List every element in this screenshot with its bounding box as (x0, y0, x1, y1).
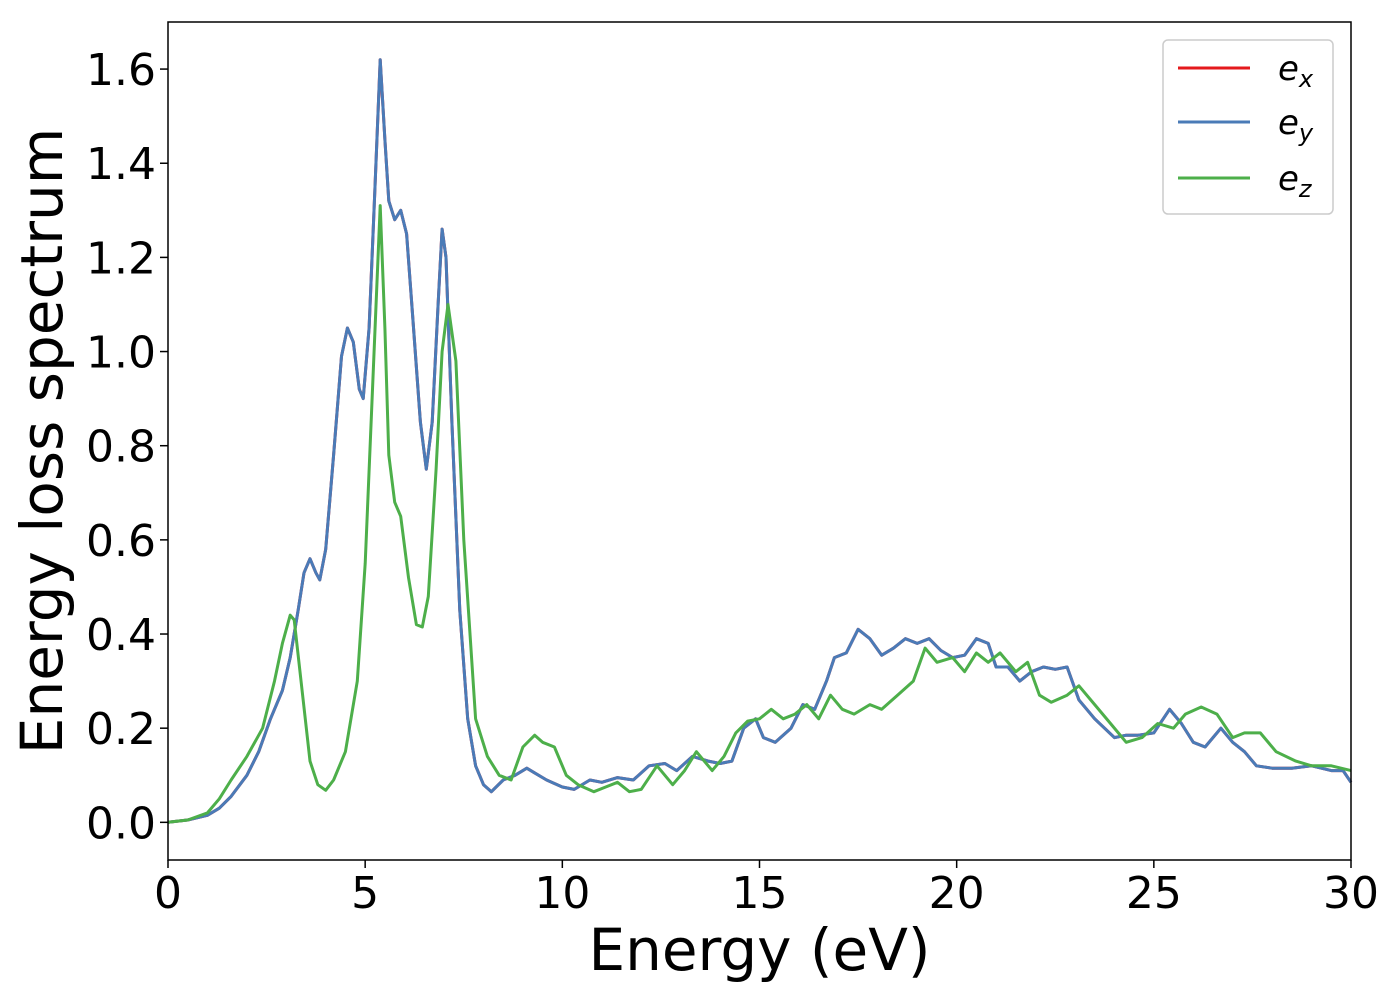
y-tick-label: 0.0 (86, 798, 156, 849)
legend-label-e-x-sub: x (1298, 65, 1314, 93)
legend-label-e-z: ez (1278, 159, 1313, 203)
x-tick-label: 10 (534, 868, 590, 919)
legend-label-e-z-base: e (1278, 159, 1299, 199)
x-tick-label: 25 (1126, 868, 1182, 919)
legend-label-e-y: ey (1278, 103, 1314, 147)
x-axis-label: Energy (eV) (588, 916, 930, 984)
legend-label-e-x: ex (1278, 49, 1314, 93)
legend-label-e-x-base: e (1278, 49, 1299, 89)
y-axis-label: Energy loss spectrum (8, 128, 76, 754)
y-tick-label: 1.0 (86, 328, 156, 379)
y-tick-label: 1.6 (86, 45, 156, 96)
legend-label-e-y-sub: y (1298, 119, 1314, 147)
x-axis-ticks: 0 5 10 15 20 25 30 (154, 860, 1379, 919)
x-tick-label: 5 (351, 868, 379, 919)
y-tick-label: 1.4 (86, 139, 156, 190)
y-tick-label: 0.4 (86, 610, 156, 661)
legend-label-e-z-sub: z (1298, 175, 1313, 203)
x-tick-label: 20 (929, 868, 985, 919)
series-layer (167, 58, 1353, 824)
y-tick-label: 0.6 (86, 516, 156, 567)
x-tick-label: 0 (154, 868, 182, 919)
y-tick-label: 1.2 (86, 233, 156, 284)
y-tick-label: 0.2 (86, 704, 156, 755)
x-tick-label: 15 (732, 868, 788, 919)
legend-box (1162, 39, 1334, 215)
legend-label-e-y-base: e (1278, 103, 1299, 143)
y-tick-label: 0.8 (86, 422, 156, 473)
x-tick-label: 30 (1323, 868, 1379, 919)
legend: ex ey ez (1162, 39, 1334, 215)
series-line-e-z (167, 204, 1352, 824)
y-axis-ticks: 0.0 0.2 0.4 0.6 0.8 1.0 1.2 1.4 1.6 (86, 45, 168, 849)
